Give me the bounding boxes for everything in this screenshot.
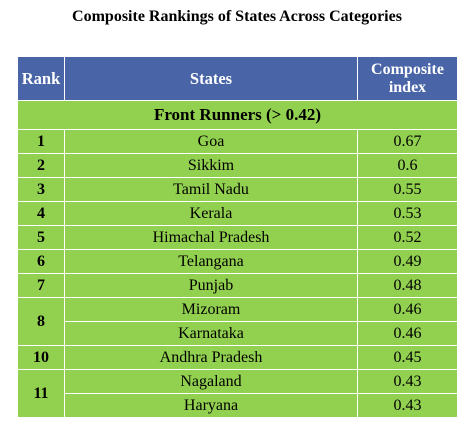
state-cell: Tamil Nadu <box>64 177 358 202</box>
table-row: 11 Nagaland 0.43 <box>17 369 458 418</box>
index-cell: 0.49 <box>357 249 458 274</box>
index-cell: 0.53 <box>357 201 458 226</box>
index-cell: 0.55 <box>357 177 458 202</box>
states-header: States <box>64 56 358 101</box>
table-row: Karnataka 0.46 <box>18 321 458 346</box>
index-cell: 0.45 <box>357 345 458 370</box>
rank-cell: 4 <box>17 201 65 226</box>
index-cell: 0.43 <box>357 393 458 418</box>
table-row: 8 Mizoram 0.46 <box>17 297 458 346</box>
index-cell: 0.6 <box>357 153 458 178</box>
rank-cell: 3 <box>17 177 65 202</box>
table-row: 5 Himachal Pradesh 0.52 <box>17 225 458 250</box>
state-cell: Haryana <box>64 393 358 418</box>
group-row: Front Runners (> 0.42) <box>17 100 458 130</box>
table-row: 3 Tamil Nadu 0.55 <box>17 177 458 202</box>
rank-header: Rank <box>17 56 65 101</box>
state-cell: Nagaland <box>64 369 358 394</box>
state-cell: Telangana <box>64 249 358 274</box>
table-row: Haryana 0.43 <box>18 393 458 418</box>
state-cell: Himachal Pradesh <box>64 225 358 250</box>
rank-cell: 2 <box>17 153 65 178</box>
header-row: Rank States Composite index <box>17 56 458 101</box>
index-cell: 0.67 <box>357 129 458 154</box>
index-cell: 0.43 <box>357 369 458 394</box>
rank-cell: 7 <box>17 273 65 298</box>
index-cell: 0.52 <box>357 225 458 250</box>
state-cell: Mizoram <box>64 297 358 322</box>
index-cell: 0.46 <box>357 321 458 346</box>
composite-index-header: Composite index <box>357 56 458 101</box>
composite-header-line2: index <box>388 78 427 96</box>
rank-cell: 5 <box>17 225 65 250</box>
state-cell: Sikkim <box>64 153 358 178</box>
state-cell: Punjab <box>64 273 358 298</box>
table-title: Composite Rankings of States Across Cate… <box>72 8 402 25</box>
state-cell: Karnataka <box>64 321 358 346</box>
group-label: Front Runners (> 0.42) <box>17 100 458 130</box>
table-row: 2 Sikkim 0.6 <box>17 153 458 178</box>
table-row: 1 Goa 0.67 <box>17 129 458 154</box>
table-row: 10 Andhra Pradesh 0.45 <box>17 345 458 370</box>
state-cell: Andhra Pradesh <box>64 345 358 370</box>
rank-cell: 1 <box>17 129 65 154</box>
composite-header-line1: Composite <box>371 60 444 78</box>
index-cell: 0.48 <box>357 273 458 298</box>
rank-cell: 11 <box>17 369 65 418</box>
state-cell: Kerala <box>64 201 358 226</box>
table-row: 7 Punjab 0.48 <box>17 273 458 298</box>
state-cell: Goa <box>64 129 358 154</box>
table-row: 6 Telangana 0.49 <box>17 249 458 274</box>
rank-cell: 8 <box>17 297 65 346</box>
rankings-table: Rank States Composite index Front Runner… <box>17 56 458 418</box>
index-cell: 0.46 <box>357 297 458 322</box>
table-row: 4 Kerala 0.53 <box>17 201 458 226</box>
rank-cell: 6 <box>17 249 65 274</box>
rank-cell: 10 <box>17 345 65 370</box>
